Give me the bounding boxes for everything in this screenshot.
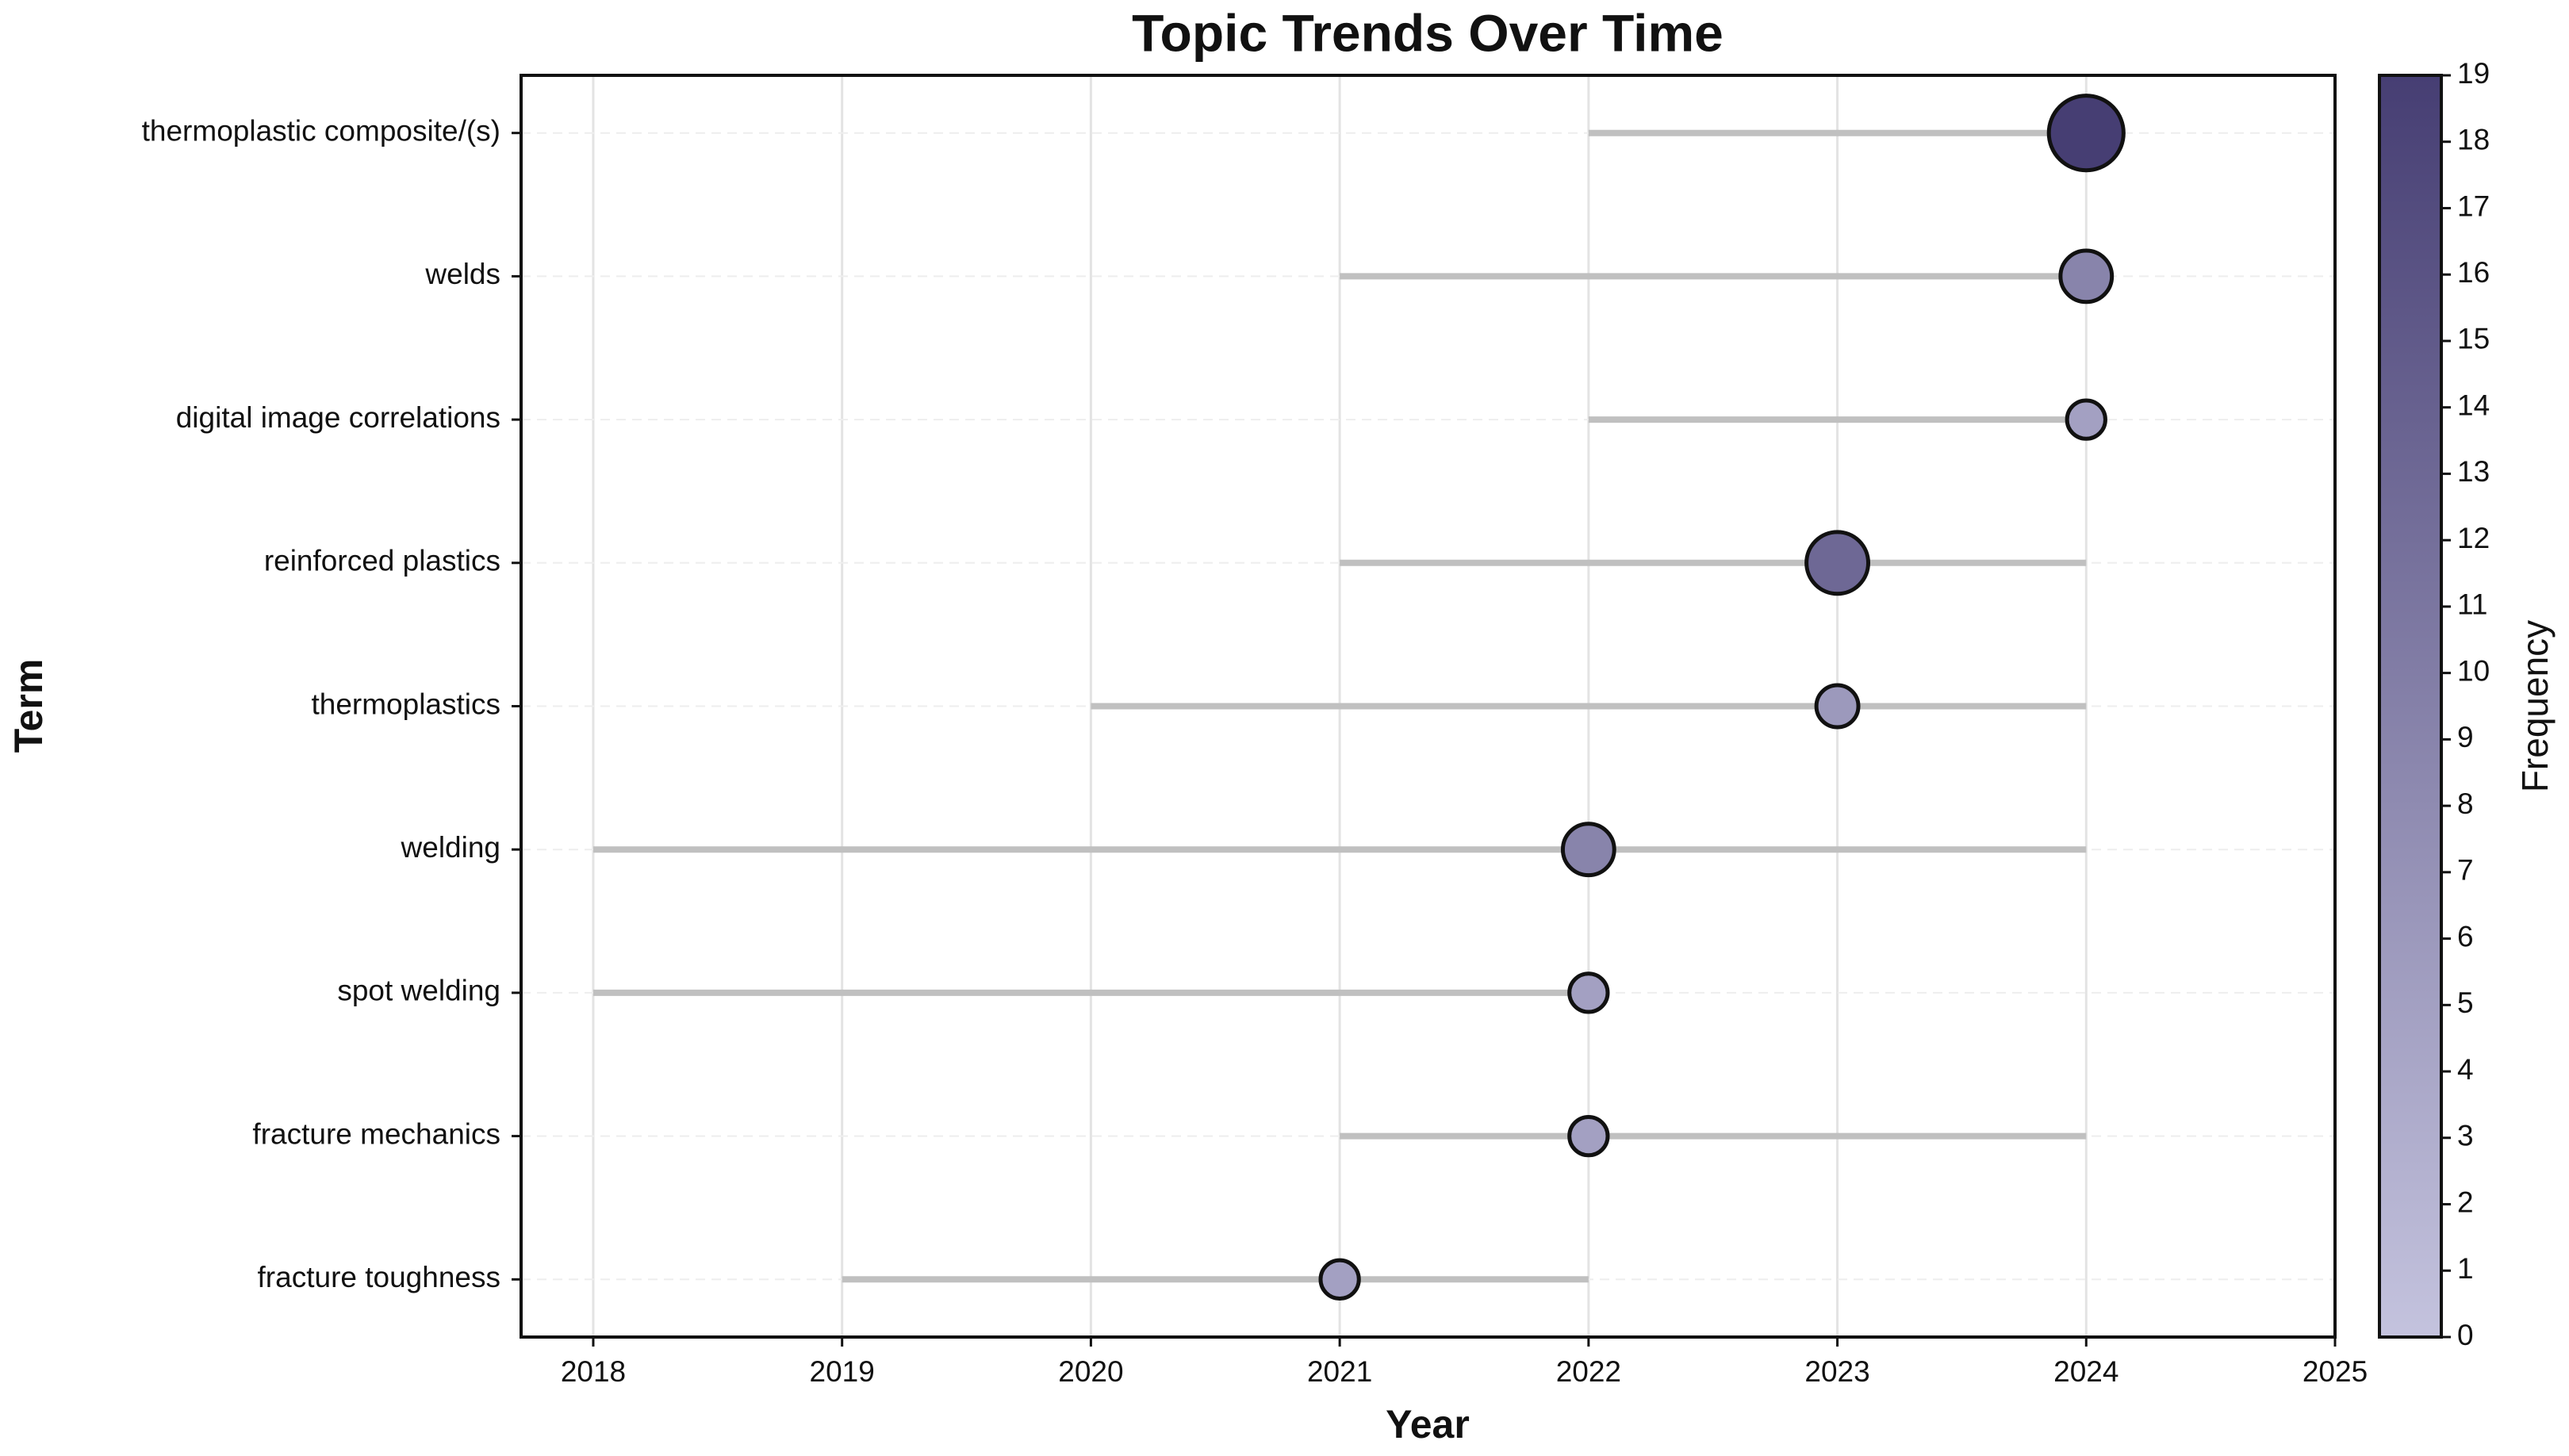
y-tick-label: thermoplastic composite/(s) (142, 114, 500, 147)
colorbar-tick-label: 11 (2457, 588, 2487, 621)
x-tick-label: 2021 (1307, 1355, 1372, 1388)
y-tick-label: spot welding (337, 975, 500, 1007)
colorbar-label: Frequency (2514, 620, 2556, 792)
colorbar-tick-label: 2 (2457, 1186, 2474, 1218)
chart-title: Topic Trends Over Time (1132, 3, 1724, 62)
colorbar-tick-label: 9 (2457, 721, 2474, 753)
y-tick-label: welds (424, 258, 500, 290)
colorbar-tick-label: 3 (2457, 1120, 2474, 1152)
y-tick-label: reinforced plastics (264, 545, 500, 577)
peak-bubble (1318, 1258, 1361, 1301)
colorbar-tick-label: 12 (2457, 522, 2490, 554)
peak-bubble (1560, 822, 1616, 878)
colorbar-tick-label: 4 (2457, 1053, 2474, 1086)
x-tick-label: 2019 (810, 1355, 875, 1388)
colorbar-tick-label: 7 (2457, 854, 2474, 887)
peak-bubble (1567, 971, 1610, 1014)
peak-bubble (1567, 1114, 1610, 1158)
peak-bubble (2065, 398, 2107, 441)
peak-bubble (1814, 683, 1861, 730)
colorbar-tick-label: 10 (2457, 654, 2490, 687)
colorbar (2378, 74, 2443, 1339)
colorbar-tick-label: 16 (2457, 256, 2490, 289)
x-tick-label: 2020 (1058, 1355, 1123, 1388)
y-axis-label: Term (6, 659, 51, 753)
y-tick-label: fracture toughness (258, 1261, 500, 1293)
colorbar-tick-label: 19 (2457, 57, 2490, 90)
x-tick-label: 2022 (1556, 1355, 1621, 1388)
x-tick-label: 2018 (561, 1355, 626, 1388)
colorbar-tick-label: 18 (2457, 124, 2490, 156)
x-tick-label: 2025 (2303, 1355, 2368, 1388)
peak-bubble (2058, 248, 2115, 305)
colorbar-tick-label: 5 (2457, 987, 2474, 1019)
colorbar-tick-label: 14 (2457, 389, 2490, 421)
x-axis-label: Year (1386, 1402, 1470, 1446)
colorbar-tick-label: 1 (2457, 1252, 2474, 1285)
y-tick-label: digital image correlations (176, 401, 500, 434)
colorbar-tick-label: 15 (2457, 323, 2490, 355)
x-tick-label: 2024 (2053, 1355, 2118, 1388)
peak-bubble (1804, 530, 1871, 596)
colorbar-tick-label: 17 (2457, 190, 2490, 222)
peak-bubble (2046, 94, 2126, 173)
y-tick-label: welding (401, 831, 500, 864)
colorbar-tick-label: 0 (2457, 1319, 2474, 1351)
y-tick-label: thermoplastics (311, 688, 500, 720)
plot-frame (520, 74, 2337, 1339)
colorbar-tick-label: 6 (2457, 920, 2474, 952)
y-tick-label: fracture mechanics (252, 1117, 500, 1150)
colorbar-tick-label: 8 (2457, 787, 2474, 820)
colorbar-tick-label: 13 (2457, 455, 2490, 488)
x-tick-label: 2023 (1804, 1355, 1869, 1388)
